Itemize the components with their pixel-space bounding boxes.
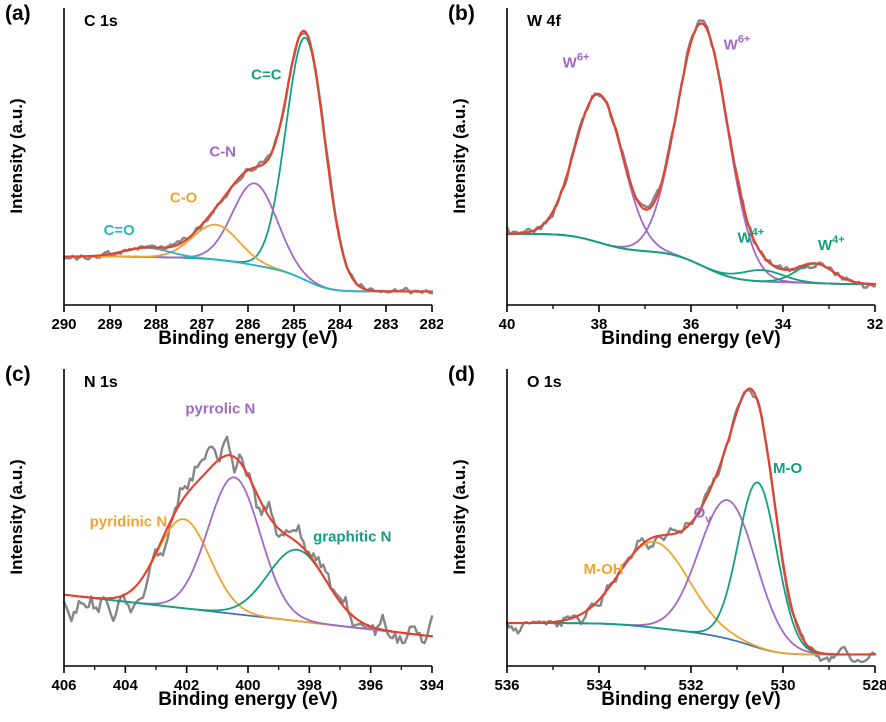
x-tick-label: 288: [143, 316, 168, 333]
panel-d-xlabel: Binding energy (eV): [601, 689, 781, 710]
x-tick-label: 286: [235, 316, 260, 333]
x-tick-label: 36: [683, 316, 700, 333]
x-tick-label: 285: [281, 316, 306, 333]
x-tick-label: 289: [97, 316, 122, 333]
peak-annotation: M-O: [773, 460, 802, 477]
baseline: [506, 622, 876, 656]
x-tick-label: 400: [235, 677, 260, 694]
component-2: [63, 548, 433, 638]
panel-a-letter: (a): [5, 2, 31, 25]
x-tick-label: 38: [591, 316, 608, 333]
panel-b-letter: (b): [448, 2, 475, 25]
panel-c-letter: (c): [5, 363, 31, 386]
panel-d: 536 534 532 530 528 M-OH Ov M-O (d) O 1s Intens…: [443, 361, 886, 722]
fit-envelope: [62, 454, 434, 638]
peak-annotation: W4+: [737, 227, 764, 247]
peak-annotation: W4+: [818, 234, 845, 254]
x-tick-label: 40: [499, 316, 516, 333]
panel-b-title: W 4f: [527, 13, 561, 30]
panel-c-ylabel: Intensity (a.u.): [7, 459, 26, 575]
x-tick-label: 287: [189, 316, 214, 333]
raw-spectrum: [62, 32, 434, 295]
panel-b: 40 38 36 34 32 W6+ W6+ W4+ W4+ (b) W 4f Intensit…: [443, 0, 886, 361]
panel-b-xlabel: Binding energy (eV): [601, 328, 781, 349]
fit-envelope: [505, 22, 877, 285]
fit-envelope: [62, 29, 434, 293]
peak-annotation: C=O: [104, 222, 136, 239]
x-tick-label: 528: [862, 677, 886, 694]
x-tick-label: 532: [678, 677, 703, 694]
peak-annotation: C-N: [209, 144, 236, 161]
x-tick-label: 406: [51, 677, 76, 694]
peak-annotation: M-OH: [584, 561, 624, 578]
x-tick-label: 530: [770, 677, 795, 694]
panel-d-title: O 1s: [527, 374, 562, 391]
panel-a-xlabel: Binding energy (eV): [158, 328, 338, 349]
x-tick-label: 34: [775, 316, 792, 333]
panel-c-xlabel: Binding energy (eV): [158, 689, 338, 710]
panel-c-title: N 1s: [84, 374, 118, 391]
peak-annotation: C-O: [170, 190, 198, 207]
component-1: [63, 476, 433, 638]
peak-annotation: W6+: [563, 51, 590, 71]
component-2: [506, 481, 876, 656]
x-tick-label: 32: [867, 316, 884, 333]
peak-annotation: C=C: [251, 66, 282, 83]
panel-d-plot: 536 534 532 530 528 M-OH Ov M-O: [494, 369, 886, 694]
panel-d-ylabel: Intensity (a.u.): [450, 459, 469, 575]
x-tick-label: 404: [113, 677, 139, 694]
panel-a-title: C 1s: [84, 13, 118, 30]
panel-a-plot: 290 289 288 287 286 285 284 283 282 C=C C-N C-O C=O: [51, 8, 443, 333]
x-tick-label: 282: [419, 316, 443, 333]
peak-annotation: graphitic N: [313, 528, 391, 545]
panel-a-ylabel: Intensity (a.u.): [7, 98, 26, 214]
x-tick-label: 534: [586, 677, 612, 694]
peak-annotation: pyridinic N: [90, 513, 168, 530]
x-tick-label: 536: [494, 677, 519, 694]
fit-envelope: [505, 387, 877, 656]
peak-annotation: pyrrolic N: [185, 401, 255, 418]
x-tick-label: 398: [297, 677, 322, 694]
peak-annotation: Ov: [694, 505, 713, 526]
component-0: [506, 540, 876, 656]
x-tick-label: 284: [327, 316, 353, 333]
panel-b-plot: 40 38 36 34 32 W6+ W6+ W4+ W4+: [499, 8, 884, 333]
x-tick-label: 394: [419, 677, 443, 694]
panel-b-ylabel: Intensity (a.u.): [450, 98, 469, 214]
x-tick-label: 396: [358, 677, 383, 694]
panel-d-letter: (d): [448, 363, 475, 386]
peak-annotation: W6+: [724, 34, 751, 54]
x-tick-label: 402: [174, 677, 199, 694]
panel-c-plot: 406 404 402 400 398 396 394 pyridinic N pyrrolic…: [51, 369, 443, 694]
x-tick-label: 283: [373, 316, 398, 333]
panel-c: 406 404 402 400 398 396 394 pyridinic N pyrrolic…: [0, 361, 443, 722]
x-tick-label: 290: [51, 316, 76, 333]
panel-a: 290 289 288 287 286 285 284 283 282 C=C C-N C-O C=O …: [0, 0, 443, 361]
